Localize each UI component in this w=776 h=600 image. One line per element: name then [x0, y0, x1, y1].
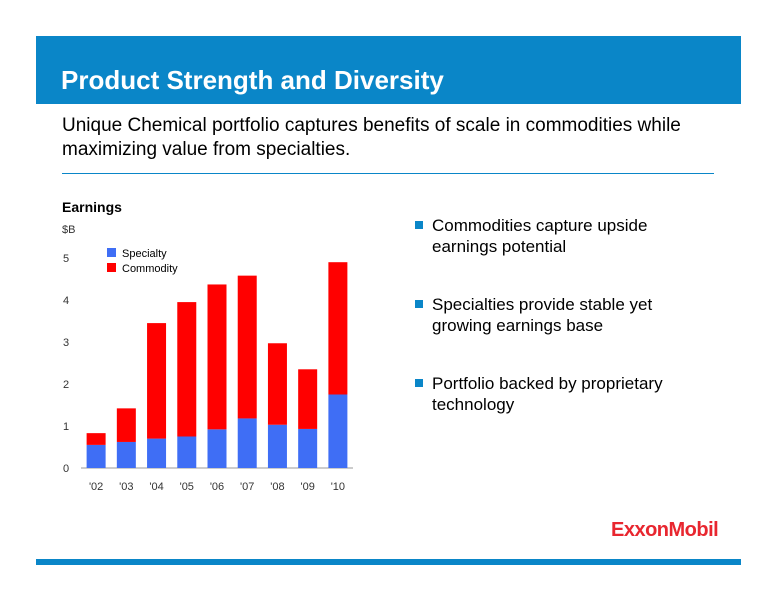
- bar-commodity: [177, 302, 197, 437]
- legend-swatch: [107, 248, 116, 257]
- bar-specialty: [147, 438, 167, 468]
- title-bar: Product Strength and Diversity: [36, 36, 741, 104]
- bullet-text: Specialties provide stable yet growing e…: [432, 295, 653, 335]
- bar-commodity: [237, 275, 257, 419]
- bar-specialty: [116, 441, 136, 468]
- y-tick-label: 3: [63, 337, 69, 349]
- x-tick-label: '07: [240, 481, 254, 493]
- bar-commodity: [298, 369, 318, 429]
- bullet-item: Commodities capture upside earnings pote…: [415, 215, 715, 257]
- y-tick-label: 0: [63, 463, 69, 475]
- bar-specialty: [267, 424, 287, 468]
- bar-commodity: [147, 323, 167, 439]
- x-tick-label: '03: [119, 481, 133, 493]
- bottom-bar: [36, 559, 741, 565]
- x-tick-label: '02: [89, 481, 103, 493]
- bullet-text: Commodities capture upside earnings pote…: [432, 216, 648, 256]
- y-tick-label: 4: [63, 295, 69, 307]
- slide-title: Product Strength and Diversity: [61, 65, 444, 95]
- bar-commodity: [116, 408, 136, 442]
- x-tick-label: '06: [210, 481, 224, 493]
- chart-heading: Earnings: [62, 199, 122, 215]
- bullet-item: Specialties provide stable yet growing e…: [415, 294, 715, 336]
- bar-commodity: [86, 433, 106, 445]
- y-axis-unit-label: $B: [62, 224, 75, 236]
- legend-label: Commodity: [122, 263, 178, 275]
- x-tick-label: '08: [270, 481, 284, 493]
- y-tick-label: 5: [63, 253, 69, 265]
- bar-commodity: [328, 262, 348, 395]
- legend-swatch: [107, 263, 116, 272]
- x-tick-label: '09: [300, 481, 314, 493]
- bullet-square-icon: [415, 300, 423, 308]
- y-tick-label: 2: [63, 379, 69, 391]
- bullet-text: Portfolio backed by proprietary technolo…: [432, 374, 663, 414]
- x-tick-label: '05: [180, 481, 194, 493]
- bullet-item: Portfolio backed by proprietary technolo…: [415, 373, 715, 415]
- exxonmobil-logo: ExxonMobil: [611, 519, 719, 541]
- bullet-square-icon: [415, 221, 423, 229]
- x-tick-label: '10: [331, 481, 345, 493]
- bullet-square-icon: [415, 379, 423, 387]
- bar-specialty: [237, 418, 257, 468]
- bar-specialty: [328, 394, 348, 468]
- bar-specialty: [207, 429, 227, 468]
- separator-line: [62, 173, 714, 174]
- bar-specialty: [86, 444, 106, 468]
- bullet-list: Commodities capture upside earnings pote…: [415, 215, 715, 452]
- bar-specialty: [298, 428, 318, 468]
- bar-commodity: [207, 284, 227, 430]
- bar-specialty: [177, 436, 197, 468]
- slide-subtitle: Unique Chemical portfolio captures benef…: [62, 115, 681, 160]
- y-tick-label: 1: [63, 421, 69, 433]
- bar-commodity: [267, 343, 287, 425]
- x-tick-label: '04: [149, 481, 163, 493]
- legend-label: Specialty: [122, 248, 167, 260]
